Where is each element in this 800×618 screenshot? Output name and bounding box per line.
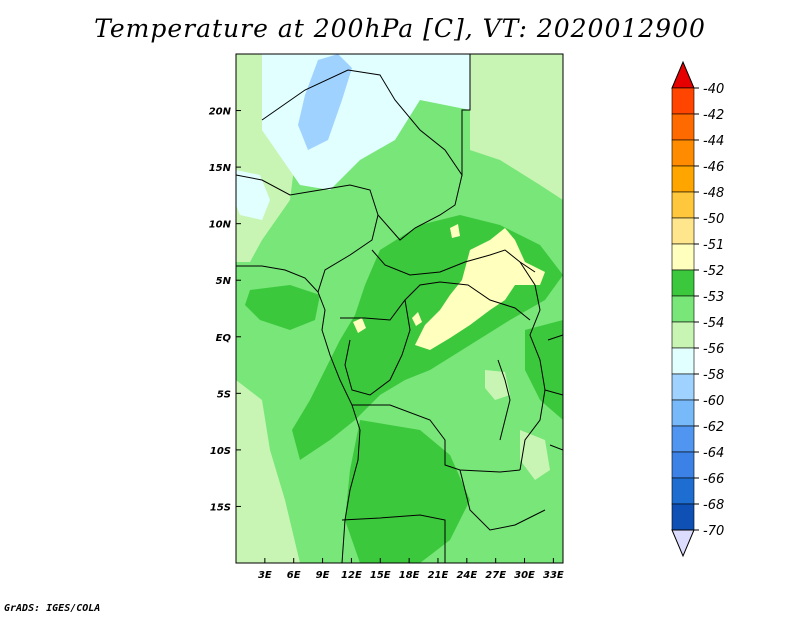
border-west-sahel — [236, 174, 379, 293]
colorbar-swatch — [671, 139, 695, 167]
latitude-axis: 20N 15N 10N 5N EQ 5S 10S 15S — [209, 107, 241, 513]
field-spot-51a — [353, 318, 366, 333]
colorbar-label: -46 — [703, 160, 724, 175]
colorbar-swatch — [671, 477, 695, 505]
longitude-axis: 3E 6E 9E 12E 15E 18E 21E 24E 27E 30E 33E — [258, 558, 564, 581]
colorbar-top-arrow — [671, 60, 695, 89]
colorbar-swatch — [671, 399, 695, 427]
colorbar-label: -68 — [703, 498, 724, 513]
colorbar-label: -53 — [703, 290, 724, 305]
colorbar-swatch — [671, 269, 695, 297]
colorbar-label: -42 — [703, 108, 724, 123]
lon-tick-label: 6E — [287, 570, 301, 581]
lon-tick-label: 15E — [370, 570, 391, 581]
field-southeast-54 — [520, 430, 550, 480]
colorbar-label: -51 — [703, 238, 724, 253]
colorbar-swatch — [671, 243, 695, 271]
lon-tick-label: 21E — [428, 570, 449, 581]
lon-tick-label: 9E — [316, 570, 330, 581]
colorbar-label: -64 — [703, 446, 724, 461]
lon-tick-label: 30E — [514, 570, 535, 581]
country-borders — [236, 54, 563, 563]
lat-tick-label: EQ — [216, 333, 232, 344]
lon-tick-label: 33E — [543, 570, 564, 581]
border-great-lakes — [497, 359, 511, 441]
border-far-east — [544, 334, 563, 451]
colorbar-swatch — [671, 321, 695, 349]
colorbar-label: -40 — [703, 82, 724, 97]
field-south-52 — [345, 420, 470, 563]
lon-tick-label: 18E — [399, 570, 420, 581]
colorbar-label: -56 — [703, 342, 724, 357]
lon-tick-label: 12E — [341, 570, 362, 581]
colorbar-swatch — [671, 373, 695, 401]
grads-credit: GrADS: IGES/COLA — [4, 603, 101, 614]
field-west-52 — [245, 285, 320, 330]
lat-tick-label: 10S — [210, 446, 231, 457]
temperature-field — [236, 54, 563, 563]
field-spot-51c — [412, 312, 422, 326]
border-angola — [352, 404, 521, 473]
lat-tick-label: 5N — [216, 276, 232, 287]
colorbar-label: -44 — [703, 134, 724, 149]
border-north — [261, 54, 471, 177]
lon-tick-label: 3E — [258, 570, 272, 581]
border-chad — [377, 174, 463, 241]
colorbar-label: -70 — [703, 524, 724, 539]
lat-tick-label: 10N — [209, 220, 232, 231]
field-north-58 — [298, 54, 352, 150]
colorbar-swatch — [671, 295, 695, 323]
colorbar-label: -62 — [703, 420, 724, 435]
colorbar-swatch — [671, 425, 695, 453]
border-drc-west — [344, 299, 411, 396]
colorbar-swatch — [671, 87, 695, 115]
field-southwest-54 — [236, 380, 300, 563]
field-core-51 — [415, 228, 545, 350]
border-east — [519, 261, 546, 471]
border-congo — [340, 281, 531, 321]
colorbar-label: -60 — [703, 394, 724, 409]
colorbar-swatch — [671, 451, 695, 479]
border-car — [371, 249, 536, 276]
field-northeast-54 — [470, 54, 563, 200]
colorbar-label: -48 — [703, 186, 724, 201]
coastline — [236, 265, 361, 563]
colorbar-label: -50 — [703, 212, 724, 227]
colorbar-label: -52 — [703, 264, 724, 279]
field-northwest-56 — [236, 170, 270, 220]
colorbar-label: -66 — [703, 472, 724, 487]
colorbar-bottom-arrow — [671, 529, 695, 558]
colorbar-swatch — [671, 113, 695, 141]
map-frame — [235, 53, 564, 564]
border-zambia — [459, 469, 546, 531]
lon-tick-label: 27E — [485, 570, 506, 581]
lat-tick-label: 20N — [209, 107, 232, 118]
lon-tick-label: 24E — [456, 570, 477, 581]
lat-tick-label: 15S — [210, 502, 231, 513]
border-angola-south — [341, 514, 446, 563]
colorbar-label: -54 — [703, 316, 724, 331]
lat-tick-label: 5S — [217, 389, 231, 400]
colorbar: -40 -42 -44 -46 -48 -50 -51 -52 -53 -54 -56 -58 -60 -… — [671, 60, 724, 558]
field-spot-51b — [450, 224, 460, 238]
map-title: Temperature at 200hPa [C], VT: 202001290… — [94, 14, 706, 43]
colorbar-swatch — [671, 165, 695, 193]
lat-tick-label: 15N — [209, 163, 232, 174]
colorbar-swatch — [671, 191, 695, 219]
colorbar-label: -58 — [703, 368, 724, 383]
colorbar-swatch — [671, 217, 695, 245]
colorbar-swatch — [671, 347, 695, 375]
colorbar-swatch — [671, 503, 695, 531]
